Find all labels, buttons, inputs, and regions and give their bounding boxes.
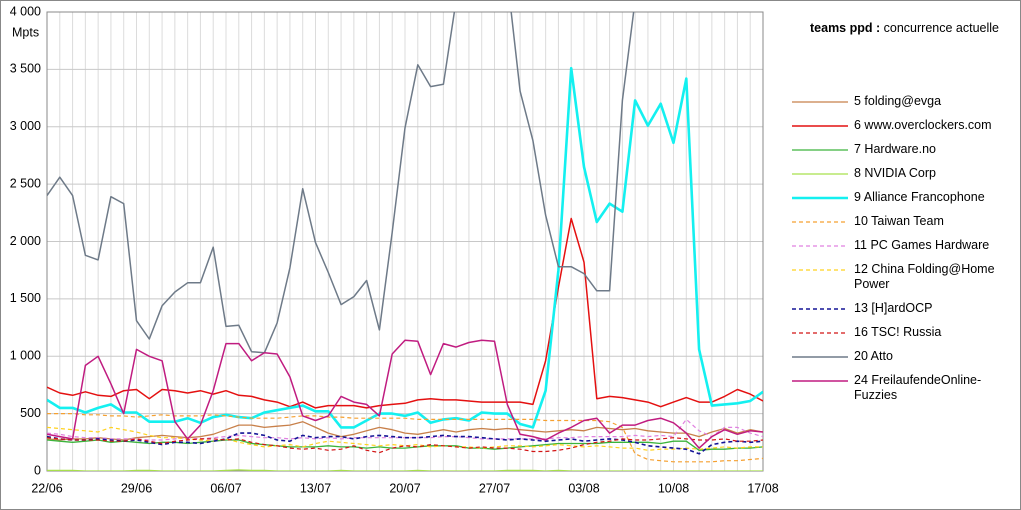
legend-entry: 13 [H]ardOCP bbox=[790, 301, 1015, 316]
legend-entry: 5 folding@evga bbox=[790, 94, 1015, 109]
legend-swatch bbox=[792, 101, 848, 103]
series-line bbox=[47, 66, 763, 429]
legend-swatch bbox=[792, 269, 848, 271]
series-line bbox=[47, 437, 763, 454]
series-line bbox=[47, 413, 763, 463]
legend-label: 6 www.overclockers.com bbox=[854, 118, 992, 132]
legend-label: 13 [H]ardOCP bbox=[854, 301, 933, 315]
legend-label: 20 Atto bbox=[854, 349, 893, 363]
legend-title-bold: teams ppd : bbox=[810, 21, 881, 35]
legend-label: 5 folding@evga bbox=[854, 94, 942, 108]
legend-swatch bbox=[792, 245, 848, 247]
legend-swatch bbox=[792, 149, 848, 151]
series-line bbox=[47, 12, 635, 354]
legend-swatch bbox=[792, 173, 848, 175]
y-tick-label: 1 500 bbox=[10, 291, 41, 305]
x-tick-label: 06/07 bbox=[210, 481, 241, 495]
legend-label: 11 PC Games Hardware bbox=[854, 238, 990, 252]
legend-swatch bbox=[792, 196, 848, 200]
y-tick-label: 1 000 bbox=[10, 349, 41, 363]
legend-entry: 24 FreilaufendeOnline-Fuzzies bbox=[790, 373, 1015, 403]
legend-label: 12 China Folding@Home Power bbox=[854, 262, 995, 291]
legend-entry: 20 Atto bbox=[790, 349, 1015, 364]
legend-label: 10 Taiwan Team bbox=[854, 214, 944, 228]
legend-entry: 11 PC Games Hardware bbox=[790, 238, 1015, 253]
series-line bbox=[47, 421, 763, 441]
series-line bbox=[47, 426, 763, 451]
y-tick-label: 3 500 bbox=[10, 62, 41, 76]
legend-label: 16 TSC! Russia bbox=[854, 325, 942, 339]
series-line bbox=[47, 339, 763, 449]
y-tick-label: 3 000 bbox=[10, 119, 41, 133]
y-tick-label: 4 000 bbox=[10, 4, 41, 18]
legend-swatch bbox=[792, 221, 848, 223]
legend-entry: 8 NVIDIA Corp bbox=[790, 166, 1015, 181]
legend: 5 folding@evga 6 www.overclockers.com 7 Ha… bbox=[790, 94, 1015, 412]
legend-entry: 16 TSC! Russia bbox=[790, 325, 1015, 340]
x-tick-label: 13/07 bbox=[300, 481, 331, 495]
legend-entry: 9 Alliance Francophone bbox=[790, 190, 1015, 205]
legend-entry: 6 www.overclockers.com bbox=[790, 118, 1015, 133]
x-tick-label: 27/07 bbox=[479, 481, 510, 495]
x-tick-label: 20/07 bbox=[389, 481, 420, 495]
y-tick-label: 2 500 bbox=[10, 176, 41, 190]
series-line bbox=[47, 418, 763, 441]
legend-subtitle: concurrence actuelle bbox=[883, 21, 999, 35]
legend-label: 8 NVIDIA Corp bbox=[854, 166, 936, 180]
y-tick-label: 2 000 bbox=[10, 234, 41, 248]
x-tick-label: 10/08 bbox=[658, 481, 689, 495]
legend-swatch bbox=[792, 356, 848, 358]
legend-title: teams ppd : concurrence actuelle bbox=[810, 21, 999, 35]
series-line bbox=[47, 217, 763, 409]
y-tick-label: 0 bbox=[34, 463, 41, 477]
legend-swatch bbox=[792, 125, 848, 127]
x-tick-label: 03/08 bbox=[568, 481, 599, 495]
y-axis-label: Mpts bbox=[12, 25, 39, 39]
legend-label: 9 Alliance Francophone bbox=[854, 190, 985, 204]
x-tick-label: 22/06 bbox=[31, 481, 62, 495]
legend-swatch bbox=[792, 380, 848, 382]
legend-entry: 10 Taiwan Team bbox=[790, 214, 1015, 229]
x-tick-label: 29/06 bbox=[121, 481, 152, 495]
legend-label: 7 Hardware.no bbox=[854, 142, 936, 156]
legend-entry: 12 China Folding@Home Power bbox=[790, 262, 1015, 292]
series-line bbox=[47, 432, 763, 455]
legend-label: 24 FreilaufendeOnline-Fuzzies bbox=[854, 373, 982, 402]
series-group bbox=[47, 12, 763, 471]
x-tick-label: 17/08 bbox=[747, 481, 778, 495]
legend-swatch bbox=[792, 308, 848, 310]
legend-swatch bbox=[792, 332, 848, 334]
y-tick-label: 500 bbox=[20, 406, 41, 420]
legend-entry: 7 Hardware.no bbox=[790, 142, 1015, 157]
